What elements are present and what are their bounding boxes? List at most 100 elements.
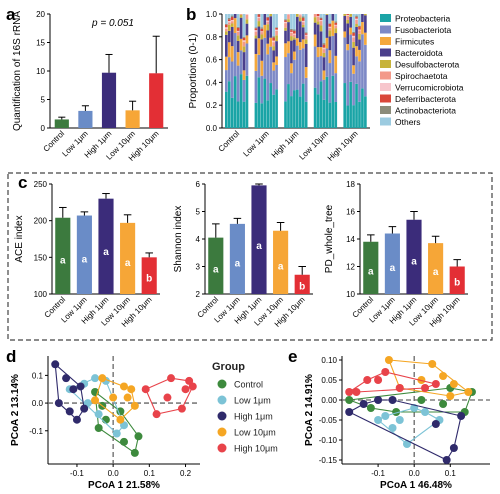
- stack-segment-firmicutes: [254, 53, 258, 71]
- y-tick-label: 150: [34, 253, 48, 262]
- stack-segment-desulfobacterota: [349, 14, 352, 17]
- stack-segment-desulfobacterota: [290, 36, 293, 41]
- point-high-1μm: [449, 444, 458, 452]
- stack-segment-desulfobacterota: [334, 28, 338, 34]
- stack-segment-fusobacteriota: [343, 37, 347, 84]
- stack-segment-firmicutes: [361, 22, 364, 35]
- legend-label-others: Others: [395, 117, 421, 127]
- bar-low-1μm: [78, 110, 93, 128]
- stack-segment-spirochaetota: [287, 15, 290, 20]
- stack-segment-actinobacteriota: [293, 29, 296, 31]
- panel-label-e: e: [288, 347, 297, 366]
- stack-segment-fusobacteriota: [230, 61, 234, 98]
- stack-segment-fusobacteriota: [325, 48, 329, 77]
- stack-segment-fusobacteriota: [322, 79, 326, 100]
- bar-low-10μm: [125, 110, 140, 128]
- point-high-1μm: [431, 420, 440, 428]
- stack-segment-fusobacteriota: [349, 34, 352, 82]
- stack-segment-firmicutes: [334, 55, 338, 74]
- y-axis-label: Quantification of 16S rRNA: [12, 11, 23, 131]
- stack-segment-verrucomicrobiota: [287, 14, 290, 16]
- stack-segment-verrucomicrobiota: [346, 14, 349, 16]
- stack-segment-proteobacteria: [343, 83, 347, 128]
- chart-pcoa-e: -0.1 0.0 0.1 -0.15 -0.10 -0.05 0.00 0.05 0.10 PCo…: [304, 356, 490, 491]
- stack-segment-spirochaetota: [328, 27, 332, 31]
- stack-segment-spirochaetota: [352, 37, 355, 42]
- point-low-1μm: [91, 374, 100, 383]
- stack-segment-proteobacteria: [287, 84, 290, 128]
- stack-segment-desulfobacterota: [304, 39, 308, 44]
- y-tick-label: 0.4: [206, 78, 218, 87]
- bar-high-10μm: [149, 73, 164, 128]
- y-tick-label: 18: [346, 180, 355, 189]
- legend-label-low-1μm: Low 1μm: [234, 396, 271, 406]
- legend-label-desulfobacterota: Desulfobacterota: [395, 60, 460, 70]
- stack-segment-bacteroidota: [316, 24, 320, 48]
- stack-segment-proteobacteria: [233, 76, 237, 128]
- x-tick-label: 0.0: [409, 469, 421, 478]
- stack-segment-bacteroidota: [346, 23, 349, 45]
- legend-swatch-verrucomicrobiota: [380, 83, 391, 91]
- stack-segment-firmicutes: [290, 63, 293, 74]
- point-low-10μm: [116, 415, 125, 424]
- stack-segment-fusobacteriota: [355, 56, 358, 84]
- legend-dot-low-10μm: [217, 427, 227, 437]
- point-control: [345, 396, 354, 404]
- point-high-10μm: [167, 374, 176, 383]
- stack-segment-desulfobacterota: [257, 21, 261, 27]
- stack-segment-proteobacteria: [358, 101, 361, 128]
- stack-segment-others: [275, 14, 278, 28]
- significance-letter: a: [103, 247, 109, 258]
- point-high-1μm: [457, 412, 466, 420]
- stack-segment-others: [254, 14, 258, 28]
- point-high-10μm: [395, 384, 404, 392]
- stack-segment-others: [355, 14, 358, 16]
- stack-segment-deferribacterota: [275, 27, 278, 30]
- y-tick-label: -0.05: [319, 416, 338, 425]
- point-low-10μm: [439, 372, 448, 380]
- stack-segment-bacteroidota: [331, 14, 335, 21]
- stack-segment-verrucomicrobiota: [304, 34, 308, 36]
- point-high-10μm: [363, 376, 372, 384]
- stack-segment-verrucomicrobiota: [257, 16, 261, 19]
- y-tick-label: 10: [36, 67, 45, 76]
- stack-segment-bacteroidota: [269, 16, 272, 38]
- stack-segment-proteobacteria: [304, 101, 308, 128]
- stack-segment-desulfobacterota: [358, 33, 361, 40]
- stack-segment-firmicutes: [349, 27, 352, 35]
- stack-segment-desulfobacterota: [260, 34, 264, 40]
- legend-dot-high-1μm: [217, 411, 227, 421]
- y-axis-label: Proportions (0-1): [188, 33, 199, 108]
- significance-letter: a: [213, 265, 219, 276]
- point-high-1μm: [51, 360, 60, 369]
- legend-swatch-desulfobacterota: [380, 60, 391, 68]
- point-low-10μm: [428, 360, 437, 368]
- y-tick-label: 6: [196, 180, 201, 189]
- stack-segment-deferribacterota: [352, 33, 355, 36]
- stack-segment-firmicutes: [293, 51, 296, 60]
- stack-segment-actinobacteriota: [260, 27, 264, 29]
- y-tick-label: 0.1: [32, 371, 44, 380]
- stack-segment-bacteroidota: [290, 40, 293, 64]
- stack-segment-deferribacterota: [236, 27, 240, 31]
- y-tick-label: -0.1: [29, 427, 43, 436]
- stack-segment-spirochaetota: [230, 21, 234, 24]
- y-tick-label: -0.10: [319, 436, 338, 445]
- y-axis-label: PCoA 2 14.91%: [304, 374, 315, 446]
- stack-segment-proteobacteria: [239, 74, 243, 128]
- stack-segment-verrucomicrobiota: [227, 21, 231, 23]
- stack-segment-deferribacterota: [254, 28, 258, 31]
- stack-segment-proteobacteria: [263, 78, 267, 128]
- stack-segment-actinobacteriota: [272, 36, 275, 38]
- legend-label-proteobacteria: Proteobacteria: [395, 14, 451, 24]
- stack-segment-bacteroidota: [287, 22, 290, 42]
- legend-label-low-10μm: Low 10μm: [234, 428, 276, 438]
- stack-segment-fusobacteriota: [331, 35, 335, 76]
- point-low-1μm: [381, 412, 390, 420]
- stack-segment-desulfobacterota: [230, 23, 234, 27]
- stack-segment-bacteroidota: [352, 47, 355, 66]
- stack-segment-fusobacteriota: [284, 57, 287, 102]
- stack-segment-spirochaetota: [254, 31, 258, 36]
